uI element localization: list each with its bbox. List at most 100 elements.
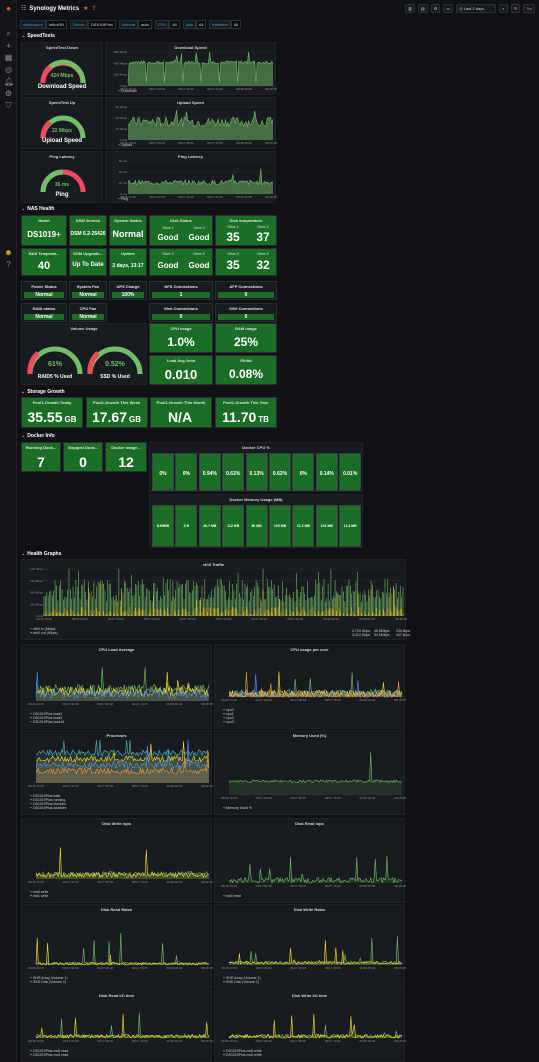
legend-item[interactable]: ━ DS1019Plus load15 <box>30 720 64 724</box>
disk-write-rates-panel[interactable]: Disk Write Rates 06/16 16:00 06/17 00:00 06… <box>214 904 406 989</box>
speedtest-down-panel[interactable]: SpeedTest Down 424 Mbps Download Speed <box>21 42 103 95</box>
page-title[interactable]: Synology Metrics <box>29 5 80 12</box>
cpu-usage-stat[interactable]: CPU usage 1.0% <box>149 323 213 353</box>
legend-item[interactable]: ━ cpu3 <box>223 720 234 724</box>
storage-growth-stat-1[interactable]: Pool1-Growth This Week 17.67 GB <box>85 397 148 428</box>
row-storage-growth[interactable]: ⌄ Storage Growth <box>21 389 65 395</box>
dsm-upgrade-stat[interactable]: DSM Upgrade... Up To Date <box>69 248 107 276</box>
add-panel-button[interactable]: ▥ <box>405 4 415 13</box>
row-nas-health[interactable]: ⌄ NAS Health <box>21 206 55 212</box>
legend-item[interactable]: ━ cpu1 <box>223 712 234 716</box>
ping-latency-gauge-panel[interactable]: Ping Latency 35 ms Ping <box>21 151 103 203</box>
volume-usage-panel[interactable]: Volume Usage 61% RAID5 % Used 0.52% SSD % Us… <box>21 323 147 385</box>
disk-read-io-panel[interactable]: Disk Read I/O time 06/16 16:00 06/17 00:00… <box>21 990 213 1062</box>
docker-memory-panel[interactable]: Docker Memory Usage (MB) 8.69MB 5 B 46.7 MB… <box>149 494 363 548</box>
refresh-interval[interactable]: 5m <box>523 4 535 13</box>
disk-read-rates-panel[interactable]: Disk Read Rates 06/16 16:00 06/17 00:00 06/… <box>21 904 213 989</box>
speedtest-up-panel[interactable]: SpeedTest Up 22 Mbps Upload Speed <box>21 97 103 149</box>
share-icon[interactable]: ⇪ <box>91 6 97 12</box>
row-docker-info[interactable]: ⌄ Docker Info <box>21 433 55 439</box>
star-icon[interactable]: ★ <box>83 6 89 12</box>
row-speedtests[interactable]: ⌄ SpeedTests <box>21 33 55 39</box>
legend-item[interactable]: ━ eth0 in (Mbps) <box>30 627 55 631</box>
legend-item[interactable]: ━ Memory Used % <box>223 806 252 810</box>
cpu-fan-stat[interactable]: CPU Fan Normal <box>69 303 107 322</box>
download-speed-panel[interactable]: Download Speed 600 Mbps 400 Mbps 200 Mbps 0… <box>105 42 277 95</box>
dashboards-icon[interactable]: ▦ <box>4 53 13 62</box>
settings-button[interactable]: ⚙ <box>430 4 441 13</box>
docker-images-stat[interactable]: Docker Image... 12 <box>105 442 147 472</box>
storage-growth-stat-0[interactable]: Pool1-Growth Today 35.55 GB <box>21 397 83 428</box>
gear-icon[interactable]: ⚙ <box>4 89 13 98</box>
variable-select[interactable]: DS1019Plus <box>87 19 116 29</box>
uptime-stat[interactable]: Uptime 2 days, 13:17 <box>109 248 147 276</box>
legend-item[interactable]: ━ SHR Array (Volume 1) <box>223 976 261 980</box>
docker-cpu-panel[interactable]: Docker CPU % 0% 0% 0.94% 0.63% 0.13% 0.62% 0% 0.… <box>149 442 363 492</box>
refresh-button[interactable]: ↻ <box>511 4 521 13</box>
legend-item[interactable]: ━ DS1019Plus blocked <box>30 802 66 806</box>
disk-read-iops-panel[interactable]: Disk Read iops 06/16 16:00 06/17 00:00 06/1… <box>214 818 406 903</box>
legend-item[interactable]: ━ DS1019Plus running <box>30 798 65 802</box>
power-status-stat[interactable]: Power Status Normal <box>21 281 67 300</box>
storage-growth-stat-2[interactable]: Pool1-Growth This Month N/A <box>150 397 212 428</box>
alert-icon[interactable]: 🔔︎ <box>4 77 15 86</box>
legend-item[interactable]: ━ DS1019Plus load5 <box>30 716 62 720</box>
variable-select[interactable]: All <box>230 19 242 29</box>
ssh-connections-stat[interactable]: SSH Connections 0 <box>215 303 277 322</box>
nfs-connections-stat[interactable]: NFS Connections 1 <box>149 281 213 300</box>
ping-latency-panel[interactable]: Ping Latency 60 ms 40 ms 20 ms 0 ms 06/16 16… <box>105 151 277 203</box>
ram-usage-stat[interactable]: RAM usage 25% <box>215 323 277 353</box>
afp-connections-stat[interactable]: AFP Connections 0 <box>215 281 277 300</box>
legend-item[interactable]: ━ DS1019Plus md0 read <box>30 1049 68 1053</box>
variable-select[interactable]: All <box>169 19 180 29</box>
model-stat[interactable]: Model DS1019+ <box>21 215 67 246</box>
dsm-version-stat[interactable]: DSM Version DSM 6.2-25426 <box>69 215 107 246</box>
stopped-containers-stat[interactable]: Stopped Dock... 0 <box>63 442 103 472</box>
system-fan-stat[interactable]: System Fan Normal <box>69 281 107 300</box>
variable-select[interactable]: auto <box>138 19 152 29</box>
running-containers-stat[interactable]: Running Dock... 7 <box>21 442 61 472</box>
memory-used-panel[interactable]: Memory Used (%) 06/16 16:00 06/17 00:00 06/… <box>214 730 406 815</box>
load-avg-stat[interactable]: Load Avg 1min 0.010 <box>149 355 213 385</box>
save-button[interactable]: ▤ <box>417 4 428 13</box>
zoom-out-button[interactable]: ⌕ <box>499 4 509 13</box>
disk-temperature-stat-2[interactable]: Drive 3 35 Drive 5 32 <box>215 248 277 276</box>
ups-charge-stat[interactable]: UPS Charge 100% <box>109 281 147 300</box>
ethbit-stat[interactable]: Ethbit 0.08% <box>215 355 277 385</box>
variable-select[interactable]: All <box>195 19 207 29</box>
legend-item[interactable]: ━ DS1019Plus total <box>30 794 60 798</box>
legend-item[interactable]: ━ md1 write <box>30 894 48 898</box>
plus-icon[interactable]: + <box>6 41 11 50</box>
processes-panel[interactable]: Processes 06/16 16:00 06/17 00:00 06/17 08:… <box>21 730 213 815</box>
eth0-traffic-panel[interactable]: eth0 Traffic 1.00 Gbps 750 Mbps 500 Mbps 250… <box>21 559 410 640</box>
grafana-logo-icon[interactable]: ● <box>6 4 11 13</box>
legend-item[interactable]: ━ eth0 out (Mbps) <box>30 631 58 635</box>
disk-write-io-panel[interactable]: Disk Write I/O time 06/16 16:00 06/17 00:0… <box>214 990 406 1062</box>
disk-status-stat[interactable]: Disk Status Drive 1 Good Drive 2 Good <box>149 215 213 246</box>
nas-temperature-stat[interactable]: NAS Temperat... 40 <box>21 248 67 276</box>
legend-item[interactable]: ━ SSD Disk (Volume 2) <box>223 980 259 984</box>
disk-temperature-stat[interactable]: Disk temperature Drive 1 35 Drive 2 37 <box>215 215 277 246</box>
upload-speed-panel[interactable]: Upload Speed 30 Mbps 20 Mbps 10 Mbps 0 bps 0… <box>105 97 277 149</box>
web-connections-stat[interactable]: Web Connections 0 <box>149 303 213 322</box>
legend-item[interactable]: ━ DS1019Plus md1 read <box>30 1053 68 1057</box>
legend-item[interactable]: ━ md0 write <box>30 890 48 894</box>
system-status-stat[interactable]: System Status Normal <box>109 215 147 246</box>
legend-item[interactable]: ━ DS1019Plus load1 <box>30 712 62 716</box>
disk-write-iops-panel[interactable]: Disk Write iops 06/16 16:00 06/17 00:00 06/… <box>21 818 213 903</box>
tv-mode-button[interactable]: ▭ <box>443 4 454 13</box>
legend-item[interactable]: ━ SSD Disk (Volume 2) <box>30 980 66 984</box>
avatar[interactable]: ☻ <box>4 248 13 257</box>
row-health-graphs[interactable]: ⌄ Health Graphs <box>21 551 62 557</box>
legend-item[interactable]: ━ DS1019Plus md0 write <box>223 1049 262 1053</box>
legend-item[interactable]: ━ DS1019Plus md1 write <box>223 1053 262 1057</box>
cpu-load-panel[interactable]: CPU Load Average 06/16 16:00 06/17 00:00 06… <box>21 644 213 729</box>
storage-growth-stat-3[interactable]: Pool1-Growth This Year 11.70 TB <box>214 397 277 428</box>
variable-select[interactable]: InfluxDB <box>45 19 67 29</box>
cpu-per-core-panel[interactable]: CPU usage per core 06/16 16:00 06/17 00:00… <box>214 644 406 729</box>
legend-item[interactable]: ━ md0 read <box>223 894 241 898</box>
legend-item[interactable]: ━ DS1019Plus zombies <box>30 806 67 810</box>
disk-status-stat-2[interactable]: Drive 3 Good Drive 5 Good <box>149 248 213 276</box>
time-picker[interactable]: ◷ Last 2 days <box>456 4 497 13</box>
legend-item[interactable]: ━ cpu0 <box>223 708 234 712</box>
